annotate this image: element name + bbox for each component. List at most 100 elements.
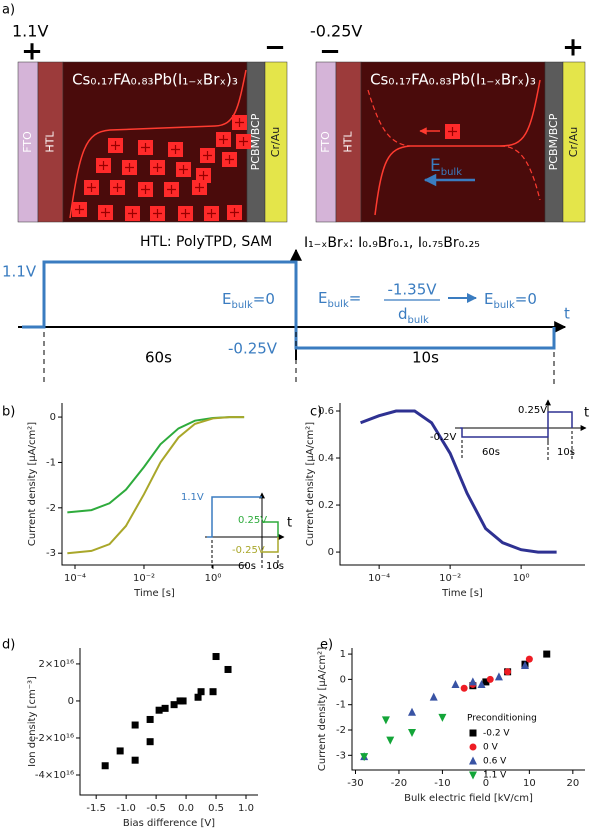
inset-pulse [207, 496, 262, 538]
y-tick-label: 0.4 [318, 453, 334, 464]
y-tick-label: -3 [46, 548, 56, 559]
subscript-text: Ebulk= [318, 289, 361, 310]
y-tick-label: 0 [340, 674, 346, 685]
band [374, 79, 541, 216]
ion-sign [111, 141, 120, 150]
panel-label: d) [2, 638, 15, 653]
panel-label: a) [2, 3, 15, 18]
inset-marker [211, 540, 279, 570]
marker [194, 693, 202, 701]
x-tick-label: -30 [347, 778, 363, 789]
legend-label: 0.6 V [483, 757, 507, 767]
inset-label: 1.1V [181, 492, 204, 503]
inset-label: 10s [266, 561, 284, 572]
layer [335, 61, 362, 223]
axis [79, 648, 258, 796]
inset-pulse [262, 537, 279, 553]
y-tick-label: 1 [340, 649, 346, 660]
y-tick-label: -3 [336, 750, 346, 761]
inset-label: 0.25V [238, 515, 267, 526]
marker [429, 692, 438, 701]
marker [469, 743, 477, 751]
data-line [67, 416, 245, 555]
inset-label: 10s [557, 447, 575, 458]
halide-note: I₁₋ₓBrₓ: I₀.₉Br₀.₁, I₀.₇₅Br₀.₂₅ [304, 235, 480, 251]
x-tick-label: 10⁰ [513, 573, 530, 584]
subscript-text: Ebulk=0 [484, 290, 537, 311]
y-tick-label: -1 [46, 457, 56, 468]
plus-sign: + [21, 37, 43, 67]
layer-label: HTL [342, 131, 355, 153]
voltage-label: -0.25V [310, 22, 362, 41]
minus-sign: − [264, 33, 286, 63]
x-axis-label: Bias difference [V] [123, 818, 215, 829]
text-part: =0 [515, 290, 537, 308]
y-axis-label: Current density [μA/cm²] [27, 422, 38, 546]
marker [386, 736, 395, 745]
x-tick-label: 10 [523, 778, 536, 789]
ion-sign [225, 155, 234, 164]
marker [224, 665, 232, 673]
marker [494, 672, 503, 681]
duration-label: 60s [145, 349, 172, 367]
band-dashed [367, 89, 541, 201]
ion-sign [203, 151, 212, 160]
subscript-text: Ebulk [430, 156, 462, 178]
layer-label: FTO [319, 131, 332, 153]
voltage-label: -0.25V [228, 340, 278, 358]
panel-label: c) [310, 405, 322, 420]
marker [170, 701, 178, 709]
text-part: E [430, 156, 441, 176]
ion-sign [181, 209, 190, 218]
ion-sign [179, 165, 188, 174]
y-tick-label: -2 [336, 725, 346, 736]
panel-label: e) [320, 638, 333, 653]
ion-sign [207, 209, 216, 218]
x-tick-label: 0.0 [178, 803, 194, 814]
subscript-text: dbulk [398, 305, 429, 326]
marker [209, 688, 217, 696]
inset-marker [461, 431, 573, 460]
x-tick-label: 0 [483, 778, 489, 789]
x-tick-label: -20 [391, 778, 407, 789]
axis [339, 403, 585, 566]
x-tick-label: 10⁻² [133, 573, 155, 584]
inset-label: -0.2V [430, 432, 457, 443]
layer [360, 61, 546, 223]
marker [407, 707, 416, 716]
text-part: = [349, 289, 362, 307]
x-tick-label: 10⁻² [439, 573, 461, 584]
perovskite-formula: Cs₀.₁₇FA₀.₈₃Pb(I₁₋ₓBrₓ)₃ [370, 71, 536, 89]
marker [381, 716, 390, 725]
x-tick-label: 20 [566, 778, 579, 789]
marker [197, 688, 205, 696]
x-tick-label: -1.5 [86, 803, 106, 814]
marker [212, 653, 220, 661]
layer [562, 61, 586, 223]
ion-sign [199, 171, 208, 180]
subscript: bulk [408, 315, 429, 326]
x-tick-label: 10⁻⁴ [64, 573, 86, 584]
legend-label: 0 V [483, 743, 499, 753]
marker [521, 660, 530, 669]
htl-note: HTL: PolyTPD, SAM [140, 234, 272, 250]
marker [543, 650, 551, 658]
marker [469, 756, 477, 765]
x-tick-label: 10⁻⁴ [368, 573, 390, 584]
marker [525, 655, 533, 663]
minus-sign: − [319, 37, 341, 67]
y-tick-label: 0 [68, 696, 74, 707]
marker [101, 762, 109, 770]
text-part: E [222, 290, 231, 308]
layer-label: FTO [21, 131, 34, 153]
voltage-label: 1.1V [12, 22, 48, 41]
y-tick-label: -1 [336, 700, 346, 711]
text-part: =0 [253, 290, 275, 308]
time-marker [43, 332, 555, 385]
waveform [18, 248, 567, 385]
inset-pulse [262, 521, 279, 537]
ion-sign [87, 183, 96, 192]
layer-label: HTL [44, 131, 57, 153]
y-axis-label: Current density [μA/cm²] [305, 422, 316, 546]
